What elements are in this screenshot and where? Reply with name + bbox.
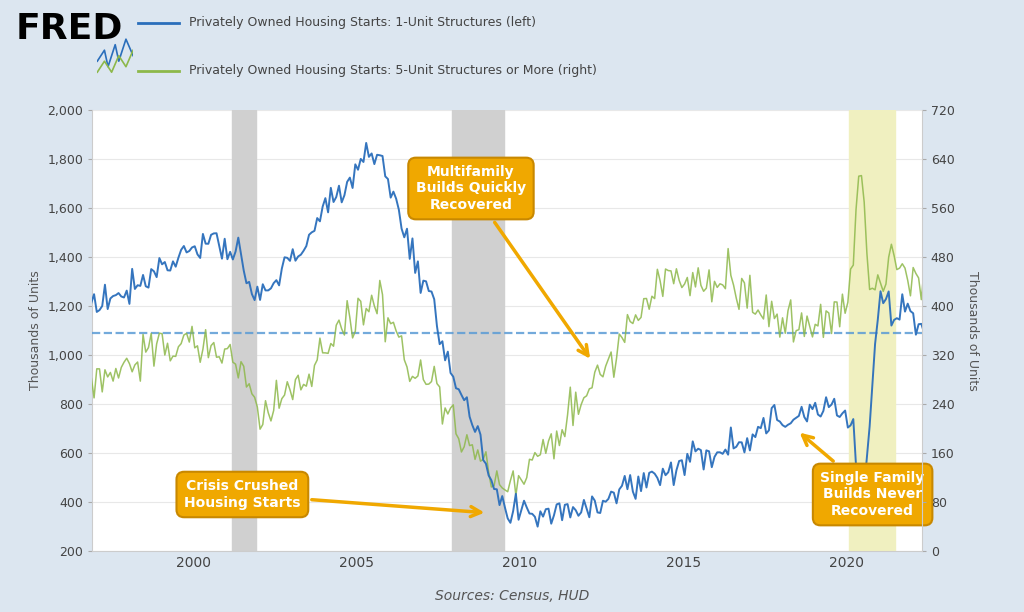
Text: FRED: FRED [15, 12, 123, 46]
Bar [452, 110, 504, 551]
Text: Privately Owned Housing Starts: 5-Unit Structures or More (right): Privately Owned Housing Starts: 5-Unit S… [189, 64, 597, 77]
Text: Multifamily
Builds Quickly
Recovered: Multifamily Builds Quickly Recovered [416, 165, 588, 356]
Text: Privately Owned Housing Starts: 1-Unit Structures (left): Privately Owned Housing Starts: 1-Unit S… [189, 17, 537, 29]
Text: Sources: Census, HUD: Sources: Census, HUD [435, 589, 589, 603]
Bar [849, 110, 895, 551]
Bar [231, 110, 256, 551]
Y-axis label: Thousands of Units: Thousands of Units [966, 271, 979, 390]
Y-axis label: Thousands of Units: Thousands of Units [29, 271, 42, 390]
Text: Single Family
Builds Never
Recovered: Single Family Builds Never Recovered [803, 435, 925, 518]
Text: Crisis Crushed
Housing Starts: Crisis Crushed Housing Starts [184, 479, 480, 517]
